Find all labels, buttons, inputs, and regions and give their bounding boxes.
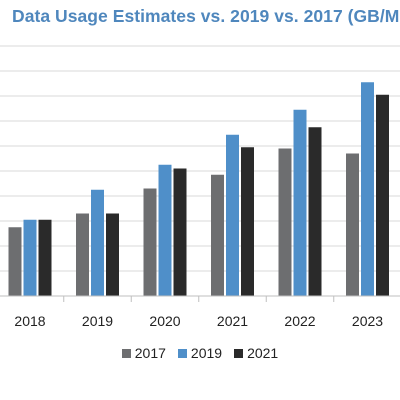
- x-tick-label: 2023: [352, 313, 383, 329]
- legend-swatch-2017: [121, 348, 131, 358]
- gridlines: [0, 45, 400, 272]
- bar-2017-2020: [143, 188, 157, 296]
- legend-item-2021: 2021: [234, 345, 278, 361]
- bar-2021-2021: [241, 147, 254, 296]
- bar-2017-2023: [346, 153, 359, 296]
- bar-2019-2020: [158, 164, 172, 296]
- bar-2019-2023: [361, 82, 374, 296]
- bar-2021-2023: [376, 94, 389, 296]
- chart-title: Data Usage Estimates vs. 2019 vs. 2017 (…: [12, 6, 400, 26]
- legend-swatch-2019: [177, 348, 187, 358]
- x-tick-label: 2019: [82, 313, 113, 329]
- bar-2019-2022: [293, 109, 307, 296]
- bar-2021-2018: [38, 219, 52, 296]
- x-tick-label: 2020: [149, 313, 180, 329]
- legend-label-2021: 2021: [247, 345, 279, 361]
- bar-2017-2021: [211, 174, 224, 296]
- bar-2021-2020: [173, 168, 187, 296]
- bar-2019-2019: [91, 189, 104, 296]
- x-tick-label: 2022: [284, 313, 315, 329]
- legend-label-2019: 2019: [190, 345, 223, 361]
- bar-2017-2022: [278, 148, 292, 296]
- bar-2017-2018: [8, 227, 22, 296]
- bar-2017-2019: [76, 213, 89, 296]
- legend-swatch-2021: [234, 348, 244, 358]
- x-axis: 2018 2019 2020 2021 2022 2023: [0, 295, 400, 329]
- x-tick-label: 2021: [217, 313, 248, 329]
- bar-2019-2021: [226, 134, 239, 296]
- x-tick-label: 2018: [14, 313, 45, 329]
- legend: 2017 2019 2021: [0, 343, 400, 363]
- bars: [8, 82, 389, 296]
- legend-label-2017: 2017: [134, 345, 166, 361]
- bar-2019-2018: [23, 219, 37, 296]
- legend-item-2019: 2019: [177, 345, 223, 361]
- bar-2021-2019: [106, 213, 119, 296]
- legend-item-2017: 2017: [121, 345, 166, 361]
- bar-2021-2022: [308, 127, 322, 296]
